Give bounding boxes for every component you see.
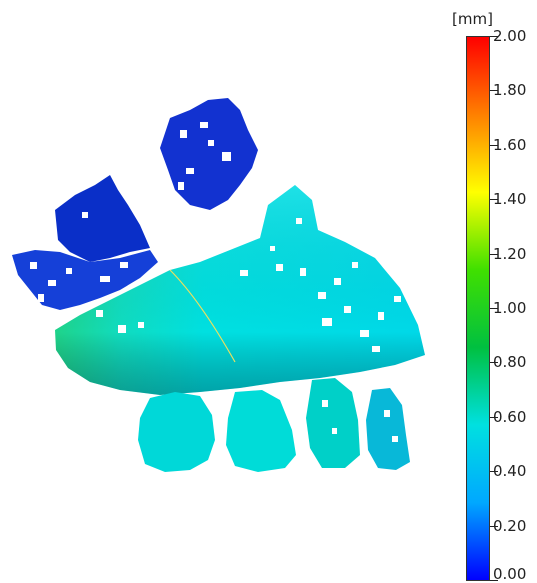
colorbar-tick-label: 1.40 (493, 191, 526, 207)
colorbar-tick-label: 1.60 (493, 137, 526, 153)
lower-segment-4 (366, 388, 410, 470)
colorbar-tick-label: 0.40 (493, 463, 526, 479)
colorbar-tick-label: 1.00 (493, 300, 526, 316)
colorbar-unit-label: [mm] (452, 10, 493, 28)
colorbar (466, 36, 490, 581)
colorbar-tick-label: 1.20 (493, 246, 526, 262)
colorbar-tick-label: 1.80 (493, 82, 526, 98)
lower-segment-3 (306, 378, 360, 468)
colorbar-tick-label: 2.00 (493, 28, 526, 44)
colorbar-tick-label: 0.20 (493, 518, 526, 534)
colorbar-tick-label: 0.80 (493, 354, 526, 370)
colorbar-tick-label: 0.00 (493, 566, 526, 582)
deviation-heatmap (0, 0, 440, 583)
colorbar-tick-label: 0.60 (493, 409, 526, 425)
lower-segment-1 (138, 392, 215, 472)
lower-segment-2 (226, 390, 296, 472)
upper-center-patch (160, 98, 258, 210)
